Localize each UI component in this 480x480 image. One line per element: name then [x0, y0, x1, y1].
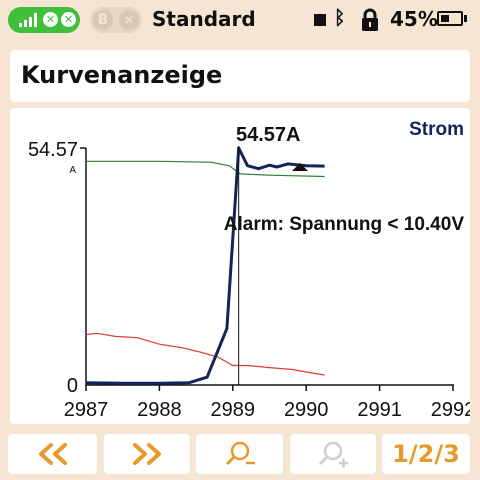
x-tick-label: 2992	[431, 399, 470, 421]
series-legend: Strom	[409, 119, 464, 140]
x-tick-label: 2987	[64, 399, 109, 421]
chart-panel[interactable]: 54.57 A 0 2987 2988 2989 2990 2991 2992 54.57…	[10, 108, 470, 424]
battery-percent: 45%	[390, 7, 438, 31]
page-title: Kurvenanzeige	[21, 61, 223, 89]
signal-icon	[19, 13, 41, 27]
marker-triangle-icon	[292, 163, 308, 171]
x-tick-label: 2988	[137, 399, 182, 421]
bluetooth-icon: ᛒ	[334, 7, 346, 29]
x-tick-label: 2991	[357, 399, 402, 421]
x-tick-label: 2990	[284, 399, 329, 421]
series-line-2	[85, 332, 325, 376]
stop-icon	[314, 14, 326, 26]
close-icon: ✕	[119, 10, 139, 30]
x-tick-label: 2989	[211, 399, 256, 421]
battery-tip	[464, 15, 467, 22]
zoom-out-button[interactable]	[196, 434, 283, 474]
x-tick-group: 2987 2988 2989 2990 2991 2992	[64, 385, 470, 421]
close-icon: ✕	[61, 12, 76, 27]
series-line-strom	[85, 146, 325, 385]
zoom-in-button[interactable]	[290, 434, 376, 474]
zoom-in-icon	[318, 441, 348, 468]
series-line-1	[86, 160, 325, 178]
y-unit-label: A	[69, 165, 76, 176]
alarm-label: Alarm: Spannung < 10.40V	[224, 214, 465, 235]
chevrons-right-icon	[133, 443, 161, 465]
mode-label: Standard	[152, 7, 256, 31]
b-badge: B	[93, 10, 113, 30]
page-indicator: 1/2/3	[392, 440, 460, 468]
peak-label: 54.57A	[236, 124, 301, 146]
chevrons-left-icon	[38, 443, 67, 465]
battery-icon	[437, 11, 463, 26]
battery-level	[441, 15, 450, 22]
y-max-label: 54.57	[28, 139, 78, 161]
close-icon: ✕	[43, 12, 58, 27]
zoom-out-icon	[225, 441, 255, 466]
previous-button[interactable]	[8, 434, 97, 474]
line-chart[interactable]: 54.57 A 0 2987 2988 2989 2990 2991 2992 54.57…	[10, 108, 470, 424]
lock-icon	[362, 8, 378, 31]
series-layer	[85, 146, 325, 385]
bottom-toolbar: 1/2/3	[0, 434, 480, 480]
page-indicator-button[interactable]: 1/2/3	[382, 434, 470, 474]
title-card: Kurvenanzeige	[10, 50, 470, 102]
signal-pill[interactable]: ✕ ✕	[8, 7, 80, 33]
status-bar: ✕ ✕ B ✕ Standard ᛒ 45%	[0, 0, 480, 40]
next-button[interactable]	[104, 434, 190, 474]
b-pill[interactable]: B ✕	[90, 7, 142, 33]
y-min-label: 0	[67, 375, 78, 397]
